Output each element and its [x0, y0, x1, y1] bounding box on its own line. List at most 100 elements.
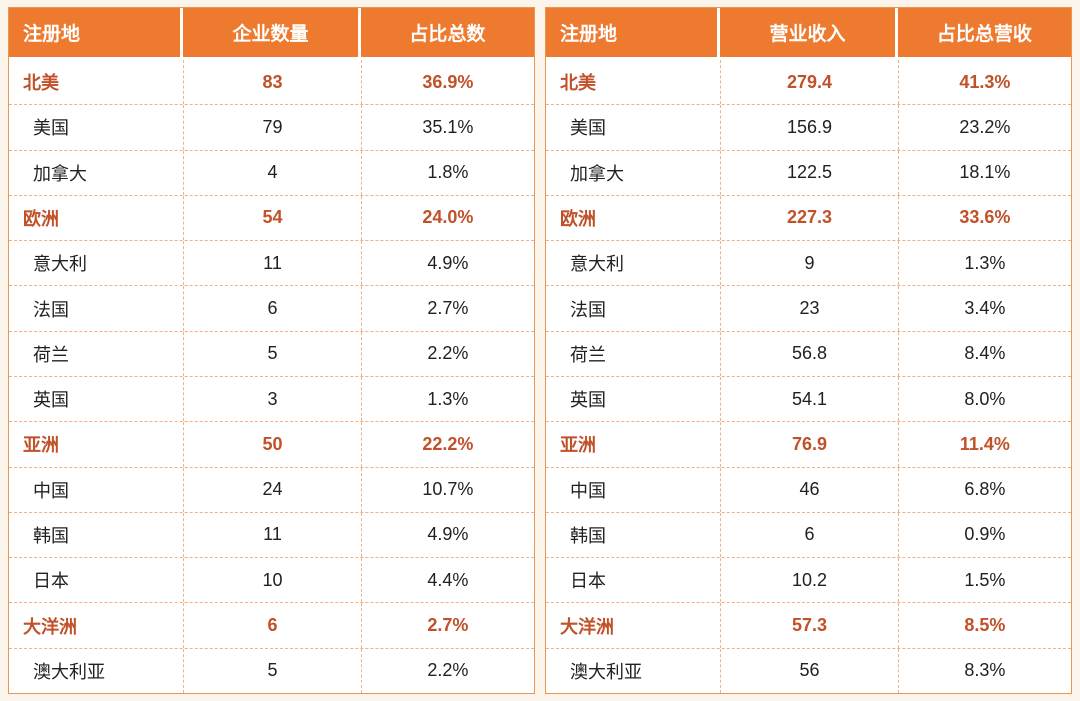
value-cell: 11	[183, 241, 360, 286]
percent-cell: 4.9%	[360, 241, 534, 286]
location-cell: 日本	[570, 571, 606, 592]
value-cell: 122.5	[720, 150, 897, 195]
percent-cell: 1.3%	[360, 376, 534, 422]
location-cell: 美国	[33, 118, 69, 139]
percent-cell: 33.6%	[897, 195, 1071, 241]
location-cell: 北美	[23, 73, 59, 94]
country-row: 日本 10.2 1.5%	[546, 557, 1071, 603]
country-row: 日本 10 4.4%	[9, 557, 534, 603]
region-row: 北美 279.4 41.3%	[546, 60, 1071, 105]
value-cell: 279.4	[720, 60, 897, 105]
value-cell: 10.2	[720, 558, 897, 603]
country-row: 意大利 9 1.3%	[546, 240, 1071, 286]
enterprise-count-table: 注册地 企业数量 占比总数北美 83 36.9% 美国 79 35.1% 加拿大 4 1.8% 欧洲 5…	[8, 7, 535, 694]
country-row: 澳大利亚 5 2.2%	[9, 647, 534, 693]
location-cell: 英国	[570, 390, 606, 411]
value-cell: 56	[720, 648, 897, 693]
percent-cell: 1.8%	[360, 150, 534, 195]
country-row: 法国 6 2.7%	[9, 285, 534, 331]
percent-cell: 24.0%	[360, 195, 534, 241]
value-cell: 156.9	[720, 105, 897, 150]
country-row: 加拿大 122.5 18.1%	[546, 149, 1071, 195]
location-cell: 亚洲	[560, 435, 596, 456]
region-row: 大洋洲 6 2.7%	[9, 602, 534, 648]
location-cell: 亚洲	[23, 435, 59, 456]
value-cell: 6	[183, 286, 360, 331]
value-cell: 9	[720, 241, 897, 286]
header-cell-0: 注册地	[546, 8, 721, 57]
location-cell: 日本	[33, 571, 69, 592]
value-cell: 83	[183, 60, 360, 105]
percent-cell: 6.8%	[897, 467, 1071, 512]
value-cell: 54.1	[720, 376, 897, 422]
value-cell: 5	[183, 331, 360, 376]
location-cell: 中国	[570, 480, 606, 501]
country-row: 美国 156.9 23.2%	[546, 104, 1071, 150]
header-cell-2: 占比总数	[360, 8, 534, 57]
country-row: 英国 54.1 8.0%	[546, 375, 1071, 422]
percent-cell: 3.4%	[897, 286, 1071, 331]
table-header-row: 注册地 企业数量 占比总数	[9, 8, 534, 60]
value-cell: 46	[720, 467, 897, 512]
percent-cell: 22.2%	[360, 422, 534, 467]
location-cell: 加拿大	[33, 163, 87, 184]
percent-cell: 8.5%	[897, 603, 1071, 648]
region-row: 北美 83 36.9%	[9, 60, 534, 105]
value-cell: 6	[183, 603, 360, 648]
table-body: 北美 279.4 41.3% 美国 156.9 23.2% 加拿大 122.5 18.1% 欧洲 2…	[546, 60, 1071, 693]
percent-cell: 10.7%	[360, 467, 534, 512]
value-cell: 24	[183, 467, 360, 512]
value-cell: 79	[183, 105, 360, 150]
percent-cell: 18.1%	[897, 150, 1071, 195]
location-cell: 法国	[570, 299, 606, 320]
value-cell: 3	[183, 376, 360, 422]
country-row: 韩国 11 4.9%	[9, 511, 534, 558]
country-row: 澳大利亚 56 8.3%	[546, 647, 1071, 693]
value-cell: 57.3	[720, 603, 897, 648]
location-cell: 韩国	[570, 525, 606, 546]
value-cell: 6	[720, 512, 897, 558]
country-row: 中国 46 6.8%	[546, 466, 1071, 512]
value-cell: 54	[183, 195, 360, 241]
percent-cell: 4.9%	[360, 512, 534, 558]
table-body: 北美 83 36.9% 美国 79 35.1% 加拿大 4 1.8% 欧洲 54 24.0% 意大利 11…	[9, 60, 534, 693]
location-cell: 韩国	[33, 525, 69, 546]
location-cell: 澳大利亚	[570, 661, 642, 682]
header-cell-1: 营业收入	[720, 8, 898, 57]
percent-cell: 2.2%	[360, 648, 534, 693]
value-cell: 23	[720, 286, 897, 331]
value-cell: 11	[183, 512, 360, 558]
percent-cell: 35.1%	[360, 105, 534, 150]
location-cell: 澳大利亚	[33, 661, 105, 682]
location-cell: 法国	[33, 299, 69, 320]
country-row: 意大利 11 4.9%	[9, 240, 534, 286]
value-cell: 50	[183, 422, 360, 467]
region-row: 亚洲 76.9 11.4%	[546, 421, 1071, 467]
percent-cell: 41.3%	[897, 60, 1071, 105]
percent-cell: 8.3%	[897, 648, 1071, 693]
percent-cell: 2.7%	[360, 286, 534, 331]
location-cell: 大洋洲	[560, 616, 614, 637]
country-row: 荷兰 56.8 8.4%	[546, 330, 1071, 376]
percent-cell: 1.3%	[897, 241, 1071, 286]
country-row: 中国 24 10.7%	[9, 466, 534, 512]
header-cell-1: 企业数量	[183, 8, 361, 57]
percent-cell: 11.4%	[897, 422, 1071, 467]
location-cell: 意大利	[33, 254, 87, 275]
revenue-table: 注册地 营业收入 占比总营收 北美 279.4 41.3% 美国 156.9 23.2% 加拿大 1…	[545, 7, 1072, 694]
value-cell: 4	[183, 150, 360, 195]
percent-cell: 23.2%	[897, 105, 1071, 150]
location-cell: 英国	[33, 390, 69, 411]
region-row: 亚洲 50 22.2%	[9, 421, 534, 467]
location-cell: 荷兰	[570, 344, 606, 365]
location-cell: 欧洲	[560, 208, 596, 229]
country-row: 韩国 6 0.9%	[546, 511, 1071, 558]
percent-cell: 2.7%	[360, 603, 534, 648]
percent-cell: 4.4%	[360, 558, 534, 603]
percent-cell: 8.4%	[897, 331, 1071, 376]
percent-cell: 36.9%	[360, 60, 534, 105]
percent-cell: 0.9%	[897, 512, 1071, 558]
location-cell: 北美	[560, 73, 596, 94]
location-cell: 欧洲	[23, 208, 59, 229]
